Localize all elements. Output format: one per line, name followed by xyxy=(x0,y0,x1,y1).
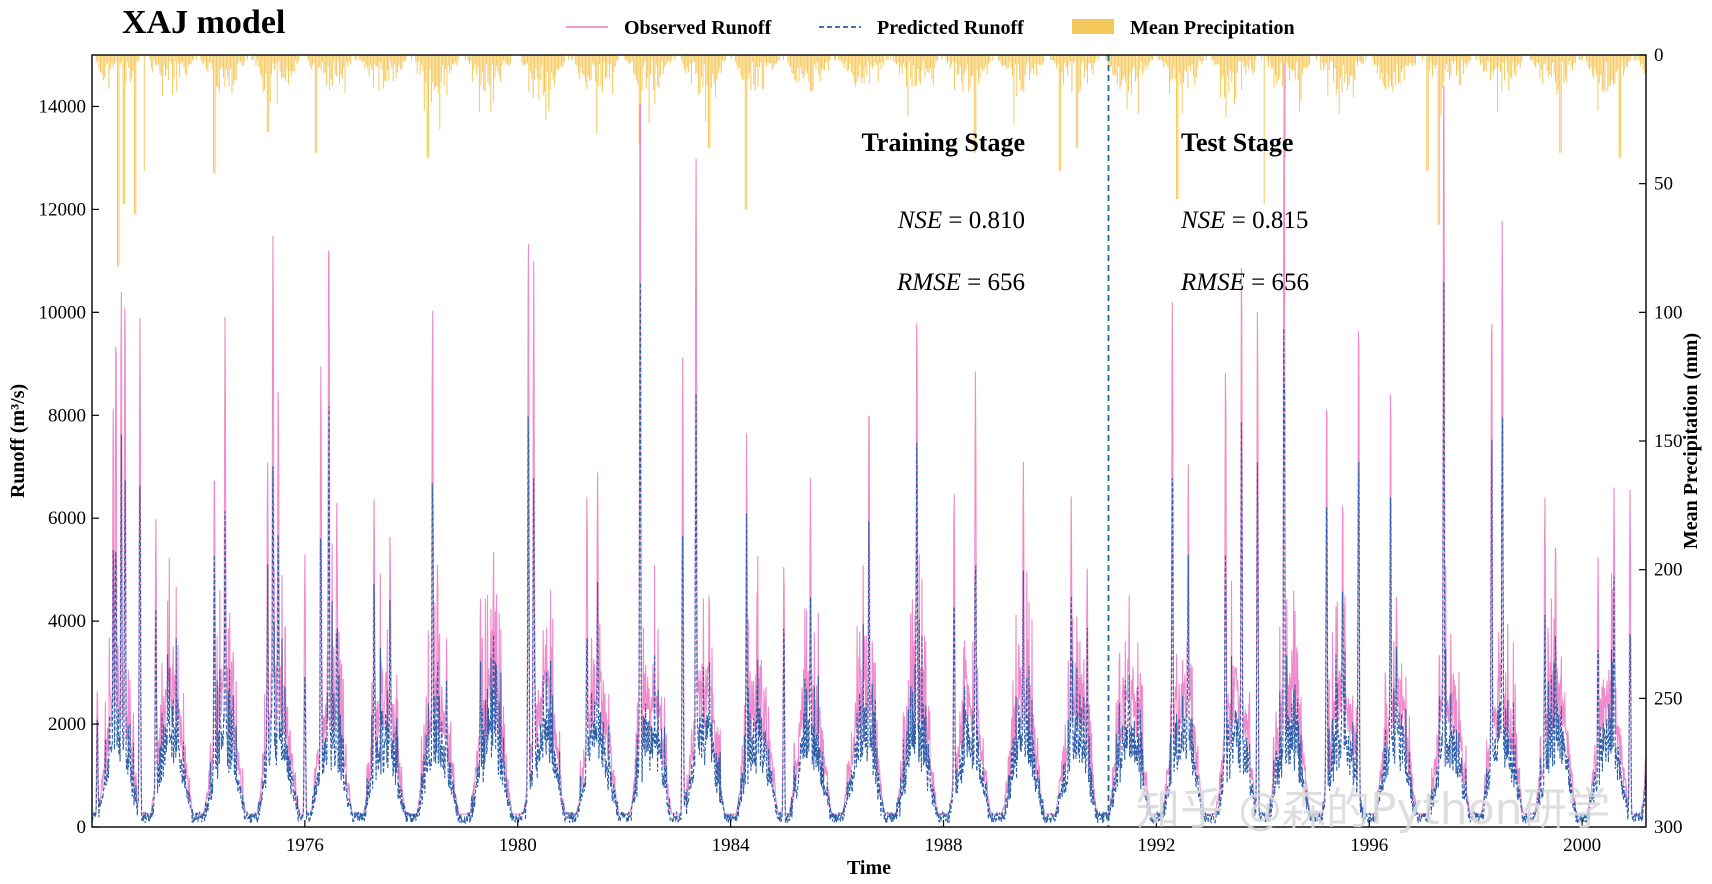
y2-tick-label: 300 xyxy=(1654,817,1683,838)
test-rmse: RMSE = 656 xyxy=(1180,269,1309,296)
y2-axis-label: Mean Precipitation (mm) xyxy=(1680,333,1702,549)
chart-title: XAJ model xyxy=(122,4,285,41)
legend: Observed Runoff Predicted Runoff Mean Pr… xyxy=(566,17,1295,39)
legend-precip-swatch xyxy=(1072,19,1114,34)
y-axis-ticks: 0 2000 4000 6000 8000 10000 12000 14000 xyxy=(39,96,99,838)
y2-tick-label: 0 xyxy=(1654,45,1664,66)
y2-tick-label: 100 xyxy=(1654,302,1683,323)
y-tick-label: 10000 xyxy=(39,302,87,323)
x-tick-label: 1996 xyxy=(1350,835,1388,856)
y2-tick-label: 250 xyxy=(1654,688,1683,709)
x-axis-ticks: 1976 1980 1984 1988 1992 1996 2000 xyxy=(286,820,1601,856)
y2-tick-label: 200 xyxy=(1654,560,1683,581)
predicted-runoff-line xyxy=(92,282,1646,826)
test-stage-label: Test Stage xyxy=(1181,128,1293,157)
observed-runoff-line xyxy=(92,62,1646,815)
test-nse: NSE = 0.815 xyxy=(1180,207,1308,234)
y-tick-label: 6000 xyxy=(48,508,86,529)
legend-predicted-label: Predicted Runoff xyxy=(877,17,1024,39)
x-tick-label: 2000 xyxy=(1563,835,1601,856)
y-tick-label: 8000 xyxy=(48,405,86,426)
x-tick-label: 1976 xyxy=(286,835,324,856)
y2-axis-ticks: 0 50 100 150 200 250 300 xyxy=(1639,45,1683,838)
x-tick-label: 1984 xyxy=(712,835,751,856)
x-axis-label: Time xyxy=(847,857,891,879)
precipitation-bars xyxy=(95,55,1646,266)
y2-tick-label: 50 xyxy=(1654,174,1673,195)
x-tick-label: 1980 xyxy=(499,835,537,856)
x-tick-label: 1992 xyxy=(1137,835,1175,856)
y-axis-label: Runoff (m³/s) xyxy=(7,384,29,498)
legend-observed-label: Observed Runoff xyxy=(624,17,772,39)
y-tick-label: 14000 xyxy=(39,96,87,117)
y-tick-label: 4000 xyxy=(48,611,86,632)
training-stage-label: Training Stage xyxy=(862,128,1025,157)
watermark: 知乎 @森的Python研学 xyxy=(1136,784,1611,835)
y-tick-label: 0 xyxy=(77,817,87,838)
y2-tick-label: 150 xyxy=(1654,431,1683,452)
training-rmse: RMSE = 656 xyxy=(896,269,1025,296)
y-tick-label: 2000 xyxy=(48,714,86,735)
y-tick-label: 12000 xyxy=(39,199,87,220)
legend-precip-label: Mean Precipitation xyxy=(1130,17,1295,39)
x-tick-label: 1988 xyxy=(925,835,963,856)
training-nse: NSE = 0.810 xyxy=(897,207,1025,234)
